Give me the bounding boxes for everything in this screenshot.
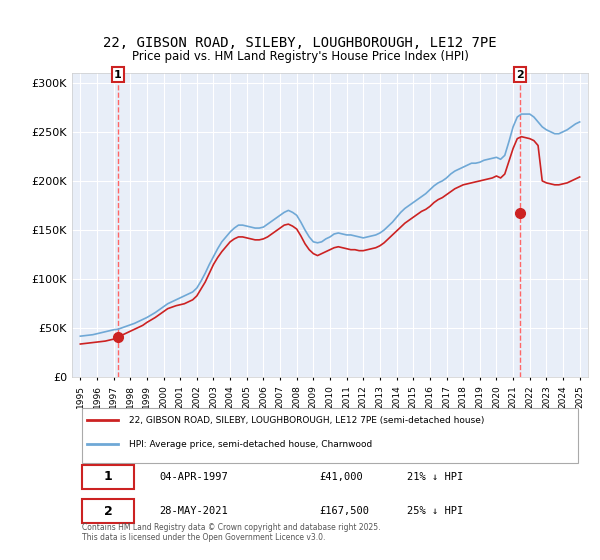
Text: HPI: Average price, semi-detached house, Charnwood: HPI: Average price, semi-detached house,… [129,440,372,449]
Text: Contains HM Land Registry data © Crown copyright and database right 2025.
This d: Contains HM Land Registry data © Crown c… [82,522,381,542]
Text: 2: 2 [516,69,524,80]
Text: 22, GIBSON ROAD, SILEBY, LOUGHBOROUGH, LE12 7PE: 22, GIBSON ROAD, SILEBY, LOUGHBOROUGH, L… [103,36,497,50]
Text: 2: 2 [104,505,112,517]
Text: 25% ↓ HPI: 25% ↓ HPI [407,506,464,516]
FancyBboxPatch shape [82,499,134,523]
Text: £41,000: £41,000 [320,472,364,482]
Text: 1: 1 [104,470,112,483]
Text: Price paid vs. HM Land Registry's House Price Index (HPI): Price paid vs. HM Land Registry's House … [131,50,469,63]
Text: £167,500: £167,500 [320,506,370,516]
Text: 04-APR-1997: 04-APR-1997 [160,472,229,482]
FancyBboxPatch shape [82,408,578,463]
Text: 28-MAY-2021: 28-MAY-2021 [160,506,229,516]
Text: 21% ↓ HPI: 21% ↓ HPI [407,472,464,482]
Text: 1: 1 [114,69,122,80]
Text: 22, GIBSON ROAD, SILEBY, LOUGHBOROUGH, LE12 7PE (semi-detached house): 22, GIBSON ROAD, SILEBY, LOUGHBOROUGH, L… [129,416,484,425]
FancyBboxPatch shape [82,465,134,489]
